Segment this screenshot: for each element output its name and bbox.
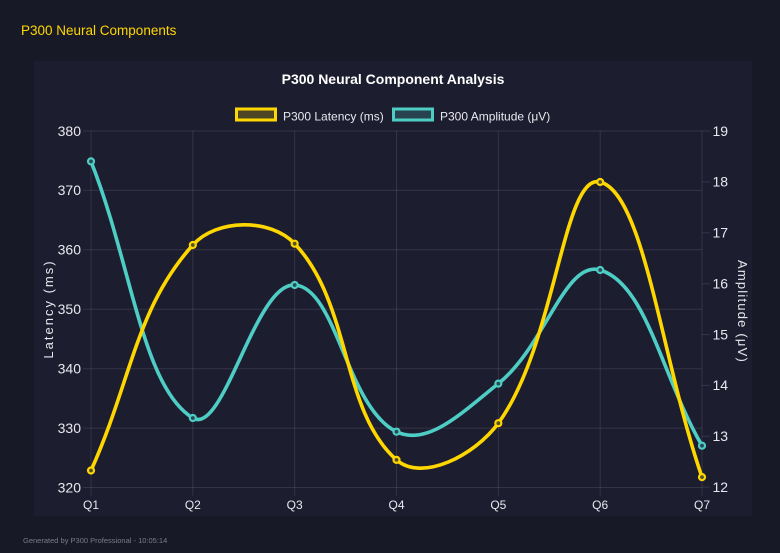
svg-text:14: 14 — [713, 377, 729, 393]
svg-text:Q4: Q4 — [388, 498, 404, 512]
svg-text:330: 330 — [58, 420, 82, 436]
svg-text:P300 Latency (ms): P300 Latency (ms) — [283, 110, 384, 124]
svg-text:P300 Neural Component Analysis: P300 Neural Component Analysis — [282, 71, 505, 87]
svg-text:Q5: Q5 — [490, 498, 506, 512]
svg-text:Latency (ms): Latency (ms) — [41, 259, 56, 358]
svg-text:Q7: Q7 — [694, 498, 710, 512]
svg-text:19: 19 — [713, 123, 729, 139]
svg-text:380: 380 — [58, 123, 82, 139]
svg-text:360: 360 — [58, 242, 82, 258]
svg-text:16: 16 — [713, 276, 729, 292]
svg-text:340: 340 — [58, 361, 82, 377]
svg-text:13: 13 — [713, 428, 729, 444]
svg-text:370: 370 — [58, 182, 82, 198]
svg-text:P300 Amplitude (μV): P300 Amplitude (μV) — [440, 110, 550, 124]
svg-text:Q1: Q1 — [83, 498, 99, 512]
svg-text:18: 18 — [713, 174, 729, 190]
svg-text:Amplitude (μV): Amplitude (μV) — [735, 260, 750, 363]
svg-text:12: 12 — [713, 479, 729, 495]
svg-text:15: 15 — [713, 326, 729, 342]
svg-text:Q3: Q3 — [287, 498, 303, 512]
svg-text:Q6: Q6 — [592, 498, 608, 512]
svg-text:Q2: Q2 — [185, 498, 201, 512]
svg-text:350: 350 — [58, 301, 82, 317]
svg-text:17: 17 — [713, 225, 729, 241]
svg-text:320: 320 — [58, 479, 82, 495]
